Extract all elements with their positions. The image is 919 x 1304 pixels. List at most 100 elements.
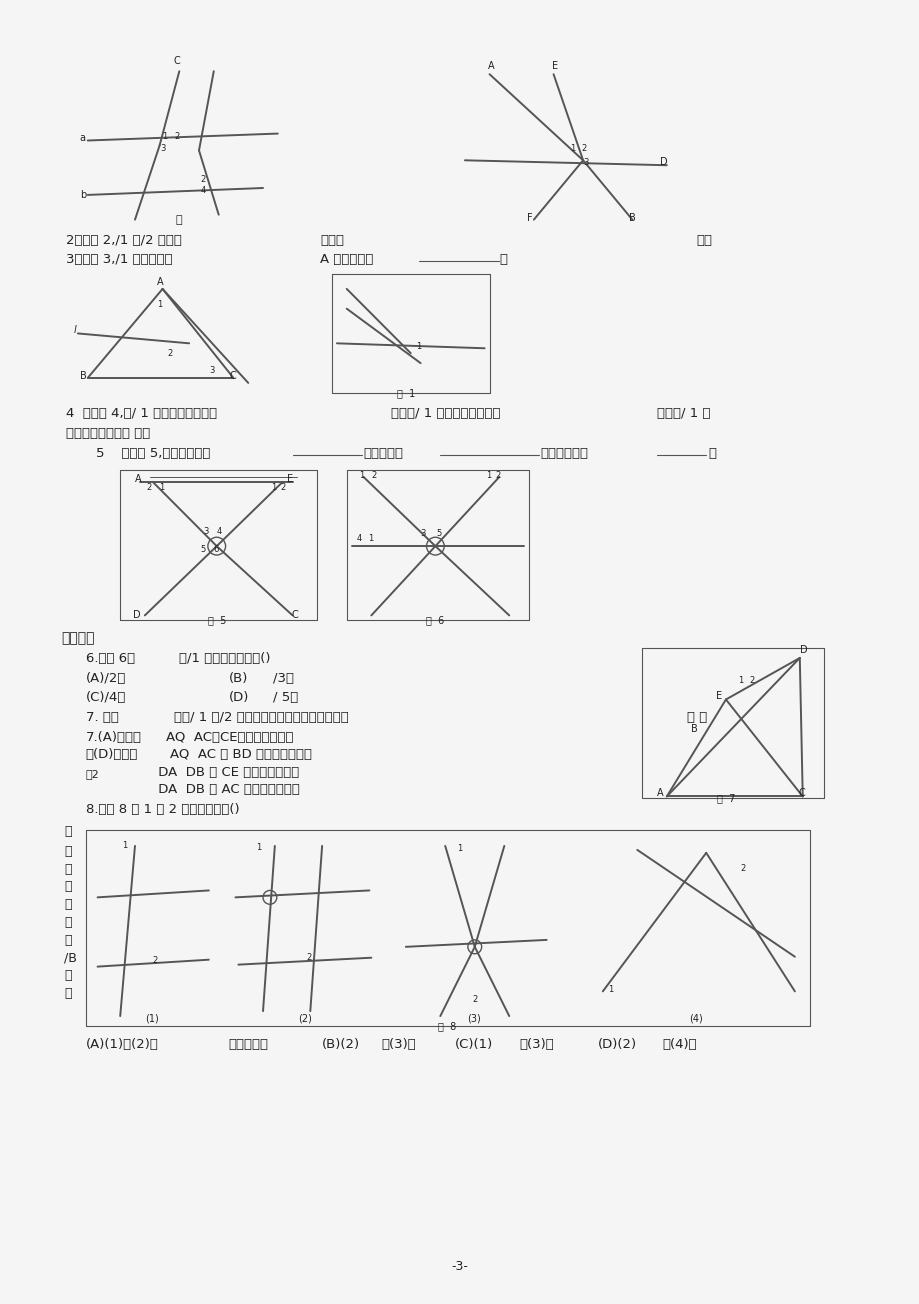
Text: 个；和/ 1 构: 个；和/ 1 构 — [656, 407, 709, 420]
Text: 成同旁内角的角有 个。: 成同旁内角的角有 个。 — [66, 428, 150, 441]
Text: （ ）: （ ） — [686, 711, 706, 724]
Text: 7.(A)由直线: 7.(A)由直线 — [85, 732, 142, 745]
Text: 图  1: 图 1 — [396, 387, 414, 398]
Text: DA  DB 被 AC 所截而得到的。: DA DB 被 AC 所截而得到的。 — [120, 784, 300, 797]
Text: D: D — [133, 610, 141, 621]
Text: 2: 2 — [147, 482, 152, 492]
Text: 、(4)。: 、(4)。 — [661, 1038, 696, 1051]
Text: 角。: 角。 — [696, 235, 711, 248]
Text: 线(D)由直线: 线(D)由直线 — [85, 747, 138, 760]
Text: 8.在图 8 中 1 和 2 是同位角的有(): 8.在图 8 中 1 和 2 是同位角的有() — [85, 803, 239, 816]
Text: 1: 1 — [607, 986, 612, 995]
Text: -3-: -3- — [451, 1260, 468, 1273]
Text: A: A — [487, 61, 494, 72]
Text: E: E — [715, 691, 721, 702]
Text: 6: 6 — [213, 545, 219, 554]
Text: 同: 同 — [64, 987, 72, 1000]
Text: F: F — [527, 213, 532, 223]
Text: 截: 截 — [64, 898, 72, 911]
Text: AQ  AC被CE所截而得到的；: AQ AC被CE所截而得到的； — [166, 732, 294, 745]
Text: 7. 如图: 7. 如图 — [85, 711, 119, 724]
Text: 4: 4 — [200, 186, 206, 194]
Text: 2: 2 — [306, 953, 312, 961]
Text: 图  6: 图 6 — [425, 615, 444, 626]
Text: 1: 1 — [457, 844, 461, 853]
Text: 2: 2 — [749, 675, 754, 685]
Text: E: E — [287, 473, 292, 484]
Text: (B)(2): (B)(2) — [322, 1038, 360, 1051]
Text: 2: 2 — [175, 133, 179, 142]
Text: 1: 1 — [255, 842, 261, 852]
Text: 图  8: 图 8 — [437, 1021, 456, 1031]
Text: 所: 所 — [64, 880, 72, 893]
Text: 1: 1 — [485, 471, 491, 480]
Text: ，: ， — [499, 253, 507, 266]
Text: 2: 2 — [581, 145, 585, 154]
Text: 5: 5 — [436, 529, 441, 539]
Text: 图2: 图2 — [85, 768, 99, 778]
Text: 线: 线 — [64, 862, 72, 875]
Text: 个；和/ 1 构成同位角的角有: 个；和/ 1 构成同位角的角有 — [391, 407, 500, 420]
Text: 2．如图 2,/1 和/2 是直线: 2．如图 2,/1 和/2 是直线 — [66, 235, 182, 248]
Text: 1: 1 — [156, 300, 162, 309]
Text: (C)/4；: (C)/4； — [85, 691, 126, 704]
Text: 3: 3 — [583, 158, 588, 167]
Text: 图: 图 — [176, 215, 182, 224]
Text: 3: 3 — [209, 366, 214, 376]
Text: 3: 3 — [420, 529, 425, 539]
Text: b: b — [80, 190, 86, 200]
Text: E: E — [551, 61, 557, 72]
Text: (D): (D) — [228, 691, 249, 704]
Text: (A)/2；: (A)/2； — [85, 672, 126, 685]
Text: /B: /B — [64, 952, 77, 965]
Text: a: a — [80, 133, 85, 143]
Text: 图  7: 图 7 — [716, 793, 734, 803]
Text: 2: 2 — [280, 482, 286, 492]
Text: 4  ．如图 4,和/ 1 构成内错角的角有: 4 ．如图 4,和/ 1 构成内错角的角有 — [66, 407, 217, 420]
Text: ，同旁内角是: ，同旁内角是 — [540, 447, 588, 460]
Text: 3: 3 — [203, 527, 208, 536]
Text: AQ  AC 被 BD 所截而得到的；: AQ AC 被 BD 所截而得到的； — [170, 747, 312, 760]
Text: 4: 4 — [357, 535, 361, 544]
Text: B: B — [80, 370, 86, 381]
Text: (D)(2): (D)(2) — [597, 1038, 636, 1051]
Text: (C)(1): (C)(1) — [455, 1038, 493, 1051]
Text: 被: 被 — [64, 825, 72, 838]
Text: (B): (B) — [228, 672, 247, 685]
Text: ，内错角是: ，内错角是 — [363, 447, 403, 460]
Text: A: A — [135, 473, 142, 484]
Text: 5    ．如图 5,指出同位角是: 5 ．如图 5,指出同位角是 — [96, 447, 210, 460]
Text: 1: 1 — [270, 482, 276, 492]
Text: 1: 1 — [359, 471, 365, 480]
Text: /3；: /3； — [273, 672, 293, 685]
Text: DA  DB 被 CE 所截而得到的；: DA DB 被 CE 所截而得到的； — [120, 765, 299, 778]
Text: D: D — [799, 645, 807, 655]
Text: 旁内角是一: 旁内角是一 — [228, 1038, 268, 1051]
Text: (A)(1)、(2)；: (A)(1)、(2)； — [85, 1038, 158, 1051]
Text: 的: 的 — [64, 969, 72, 982]
Text: 1: 1 — [122, 841, 128, 850]
Text: 、(3)；: 、(3)； — [380, 1038, 415, 1051]
Text: A: A — [156, 276, 163, 287]
Text: 2: 2 — [371, 471, 376, 480]
Text: 2: 2 — [199, 175, 205, 184]
Text: 2: 2 — [740, 863, 745, 872]
Text: 2: 2 — [495, 471, 500, 480]
Text: 1: 1 — [158, 482, 164, 492]
Text: B: B — [629, 213, 635, 223]
Text: D: D — [659, 158, 667, 167]
Text: 和直线: 和直线 — [320, 235, 344, 248]
Text: A 的同位角是: A 的同位角是 — [320, 253, 373, 266]
Text: 1: 1 — [163, 133, 167, 142]
Text: C: C — [798, 789, 805, 798]
Text: C: C — [229, 370, 236, 381]
Text: 的: 的 — [64, 934, 72, 947]
Text: / 5。: / 5。 — [273, 691, 298, 704]
Text: 。: 。 — [708, 447, 715, 460]
Text: 图  5: 图 5 — [208, 615, 226, 626]
Text: 、(3)；: 、(3)； — [518, 1038, 553, 1051]
Text: 和/1 互为同位角的是(): 和/1 互为同位角的是() — [179, 652, 270, 665]
Text: 4: 4 — [217, 527, 221, 536]
Text: A: A — [656, 789, 663, 798]
Text: 1: 1 — [737, 675, 743, 685]
